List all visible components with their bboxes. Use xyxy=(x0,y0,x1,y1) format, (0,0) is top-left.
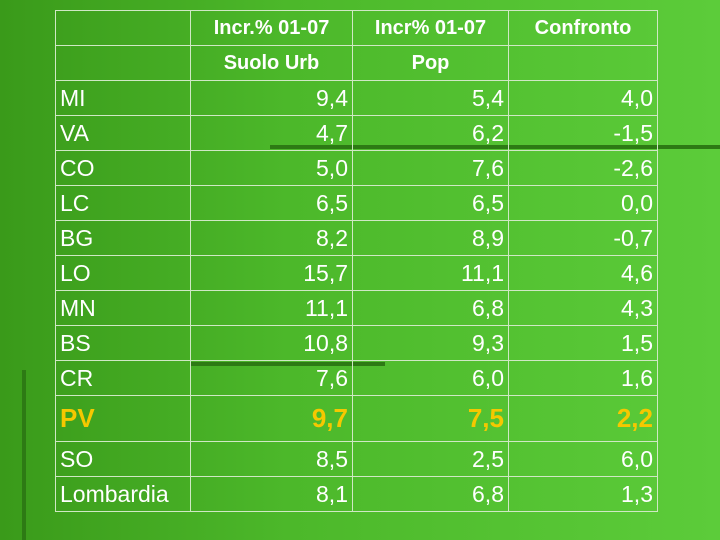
header-cell xyxy=(508,45,658,81)
row-label: Lombardia xyxy=(55,476,191,512)
header-row: Suolo Urb Pop xyxy=(55,45,658,81)
row-label: BS xyxy=(55,325,191,361)
header-cell: Pop xyxy=(352,45,509,81)
cell: 4,3 xyxy=(508,290,658,326)
cell: 4,7 xyxy=(190,115,353,151)
cell: 11,1 xyxy=(190,290,353,326)
row-label: LO xyxy=(55,255,191,291)
row-label: SO xyxy=(55,441,191,477)
cell: 1,3 xyxy=(508,476,658,512)
table-row: MI 9,4 5,4 4,0 xyxy=(55,80,658,116)
cell: 4,6 xyxy=(508,255,658,291)
table-row: SO 8,5 2,5 6,0 xyxy=(55,441,658,477)
header-cell xyxy=(55,45,191,81)
table-row: LC 6,5 6,5 0,0 xyxy=(55,185,658,221)
cell: 6,0 xyxy=(352,360,509,396)
table-row: PV 9,7 7,5 2,2 xyxy=(55,395,658,442)
cell: 8,2 xyxy=(190,220,353,256)
header-cell: Incr% 01-07 xyxy=(352,10,509,46)
cell: 1,6 xyxy=(508,360,658,396)
cell: 6,8 xyxy=(352,476,509,512)
cell: 1,5 xyxy=(508,325,658,361)
cell: 6,0 xyxy=(508,441,658,477)
cell: 2,2 xyxy=(508,395,658,442)
cell: 5,4 xyxy=(352,80,509,116)
table-row: BS 10,8 9,3 1,5 xyxy=(55,325,658,361)
header-cell: Suolo Urb xyxy=(190,45,353,81)
cell: 9,4 xyxy=(190,80,353,116)
cell: 5,0 xyxy=(190,150,353,186)
table-row: Lombardia 8,1 6,8 1,3 xyxy=(55,476,658,512)
cell: 6,5 xyxy=(352,185,509,221)
cell: 11,1 xyxy=(352,255,509,291)
table-row: MN 11,1 6,8 4,3 xyxy=(55,290,658,326)
cell: 7,6 xyxy=(190,360,353,396)
cell: 8,9 xyxy=(352,220,509,256)
cell: 6,5 xyxy=(190,185,353,221)
row-label: PV xyxy=(55,395,191,442)
cell: 6,2 xyxy=(352,115,509,151)
cell: -1,5 xyxy=(508,115,658,151)
row-label: MN xyxy=(55,290,191,326)
header-cell: Incr.% 01-07 xyxy=(190,10,353,46)
header-row: Incr.% 01-07 Incr% 01-07 Confronto xyxy=(55,10,658,46)
cell: -0,7 xyxy=(508,220,658,256)
decor-line xyxy=(22,370,26,540)
row-label: BG xyxy=(55,220,191,256)
row-label: LC xyxy=(55,185,191,221)
cell: 0,0 xyxy=(508,185,658,221)
row-label: MI xyxy=(55,80,191,116)
cell: 15,7 xyxy=(190,255,353,291)
table-row: VA 4,7 6,2 -1,5 xyxy=(55,115,658,151)
cell: 6,8 xyxy=(352,290,509,326)
row-label: VA xyxy=(55,115,191,151)
cell: 7,5 xyxy=(352,395,509,442)
cell: 9,7 xyxy=(190,395,353,442)
cell: 9,3 xyxy=(352,325,509,361)
cell: 8,1 xyxy=(190,476,353,512)
row-label: CO xyxy=(55,150,191,186)
table-row: CR 7,6 6,0 1,6 xyxy=(55,360,658,396)
row-label: CR xyxy=(55,360,191,396)
header-cell: Confronto xyxy=(508,10,658,46)
table: Incr.% 01-07 Incr% 01-07 Confronto Suolo Ur… xyxy=(55,10,658,512)
cell: 7,6 xyxy=(352,150,509,186)
header-cell xyxy=(55,10,191,46)
cell: 2,5 xyxy=(352,441,509,477)
table-row: CO 5,0 7,6 -2,6 xyxy=(55,150,658,186)
table-row: BG 8,2 8,9 -0,7 xyxy=(55,220,658,256)
cell: 10,8 xyxy=(190,325,353,361)
cell: 8,5 xyxy=(190,441,353,477)
cell: -2,6 xyxy=(508,150,658,186)
cell: 4,0 xyxy=(508,80,658,116)
table-row: LO 15,7 11,1 4,6 xyxy=(55,255,658,291)
